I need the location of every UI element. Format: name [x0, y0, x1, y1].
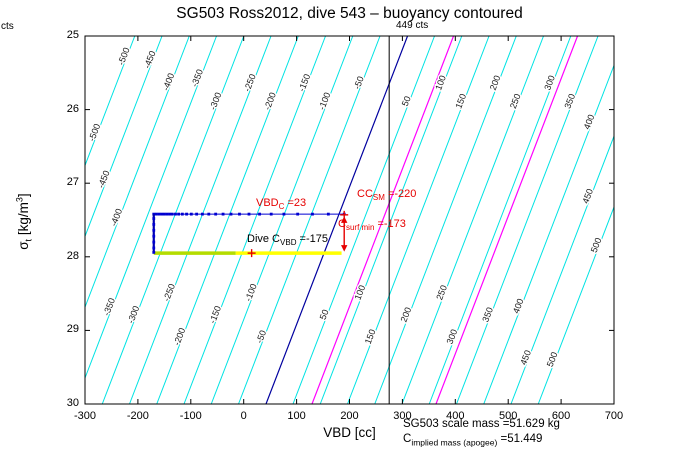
- footer-implied-mass: Cimplied mass (apogee) =51.449: [403, 433, 542, 447]
- x-tick-label: 600: [551, 410, 571, 422]
- x-tick-label: 500: [499, 410, 518, 422]
- contour-label: -300: [208, 91, 224, 111]
- axes: [84, 35, 615, 405]
- contour-label: -450: [96, 169, 112, 189]
- ylabel-close: ]: [15, 193, 31, 198]
- chart-title: SG503 Ross2012, dive 543 – buoyancy cont…: [176, 5, 523, 22]
- contour-label: -450: [142, 49, 158, 69]
- y-axis-label: σt [kg/m3]: [14, 142, 33, 302]
- x-tick-label: 400: [446, 410, 465, 422]
- footer-implied-pre: C: [403, 433, 412, 445]
- x-axis-label: VBD [cc]: [323, 425, 376, 440]
- annotation-cc-sm: CCSM =-220: [357, 188, 417, 203]
- contour-label: -500: [87, 122, 103, 142]
- x-tick-label: -100: [179, 410, 202, 422]
- ylabel-sup: 3: [14, 197, 25, 203]
- contour-label: -500: [116, 46, 132, 66]
- magenta-line-1: [311, 36, 455, 404]
- x-tick-label: -200: [126, 410, 149, 422]
- ylabel-sub: t: [23, 238, 34, 242]
- footer-scale-mass: SG503 scale mass =51.629 kg: [403, 418, 560, 430]
- contour-label: -100: [317, 91, 333, 111]
- contour-label: -350: [189, 68, 205, 88]
- contour-label: -200: [172, 326, 188, 346]
- contour-labels: -500-500-450-450-400-400-350-350-300-300…: [85, 45, 605, 370]
- footer-implied-sub: implied mass (apogee): [411, 437, 498, 448]
- apogee-track: [152, 212, 346, 254]
- y-tick-label: 26: [66, 102, 79, 115]
- x-tick-label: 700: [604, 410, 624, 422]
- contour-label: -150: [296, 73, 312, 93]
- contour-label: -250: [242, 73, 258, 93]
- contour-label: -350: [101, 297, 117, 317]
- contour-label: -200: [262, 91, 278, 111]
- x-tick-label: 0: [240, 410, 247, 422]
- x-tick-label: -300: [73, 410, 97, 422]
- contour-label: -100: [243, 282, 259, 302]
- annotation-c-surf-min: Csurf min =-173: [338, 218, 406, 233]
- x-tick-label: 200: [340, 410, 359, 422]
- reference-lines: [265, 36, 579, 404]
- ylabel-sigma: σ: [15, 241, 31, 250]
- x-tick-label: 100: [287, 410, 306, 422]
- y-tick-label: 25: [66, 29, 79, 41]
- contour-units-label: cts: [1, 21, 14, 32]
- magenta-line-2: [435, 36, 579, 404]
- contour-label: -400: [161, 72, 177, 92]
- ylabel-units: [kg/m: [15, 202, 31, 239]
- contour-label: -300: [126, 304, 142, 324]
- zero-buoyancy-line: [265, 36, 409, 404]
- y-tick-label: 27: [66, 176, 79, 189]
- contour-label: -50: [254, 329, 268, 345]
- annotation-dive-c-vbd: Dive CVBD =-175: [247, 233, 328, 248]
- y-tick-label: 29: [66, 323, 79, 336]
- y-tick-label: 28: [66, 249, 79, 262]
- x-tick-label: 300: [393, 410, 412, 422]
- contour-lines: [85, 36, 614, 404]
- red-markers: [247, 210, 349, 258]
- annotation-vbd-c: VBDC =23: [256, 197, 307, 212]
- footer-implied-post: =51.449: [497, 433, 543, 445]
- contour-label: -400: [108, 207, 124, 227]
- contour-label: -150: [207, 304, 223, 324]
- contour-label: -250: [161, 282, 177, 302]
- y-tick-label: 30: [66, 397, 79, 409]
- vbd-limit-label: 449 cts: [396, 20, 429, 31]
